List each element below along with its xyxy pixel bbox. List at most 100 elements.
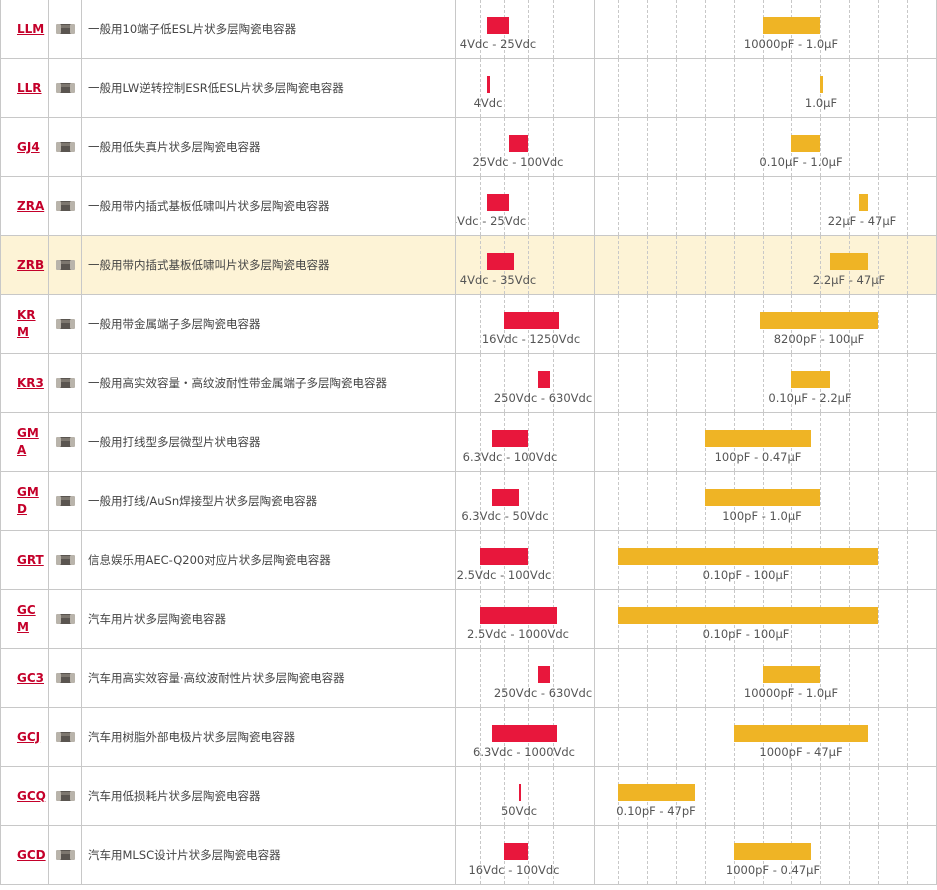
product-row-zra: ZRA 一般用带内插式基板低啸叫片状多层陶瓷电容器 4Vdc - 25Vdc 22μF… [0,177,937,236]
grid-line [553,59,554,117]
grid-line [647,826,648,884]
series-code-link[interactable]: ZRA [17,198,45,213]
grid-line [553,413,554,471]
capacitance-range-bar [820,76,823,93]
column-divider [48,295,49,353]
range-chart: 6.3Vdc - 100Vdc 100pF - 0.47μF [456,413,937,471]
grid-line [907,472,908,530]
chip-capacitor-icon[interactable] [55,847,76,861]
chip-capacitor-icon[interactable] [55,434,76,448]
chip-capacitor-icon[interactable] [55,552,76,566]
grid-line [907,708,908,766]
grid-line [618,472,619,530]
range-chart: 25Vdc - 100Vdc 0.10μF - 1.0μF [456,118,937,176]
series-code-link[interactable]: GMA [17,426,39,457]
column-divider [455,177,456,235]
capacitance-range-label: 10000pF - 1.0μF [743,37,839,51]
grid-line [907,236,908,294]
column-divider [0,118,1,176]
range-chart: 2.5Vdc - 100Vdc 0.10pF - 100μF [456,531,937,589]
chip-capacitor-icon[interactable] [55,670,76,684]
voltage-range-label: 25Vdc - 100Vdc [472,155,564,169]
grid-line [647,236,648,294]
grid-line [647,0,648,58]
column-divider [48,531,49,589]
series-code-link[interactable]: GRT [17,552,44,567]
grid-line [676,708,677,766]
series-code-link[interactable]: GCM [17,603,36,634]
group-divider [594,236,595,294]
chip-capacitor-icon[interactable] [55,80,76,94]
chip-capacitor-icon[interactable] [55,139,76,153]
chip-capacitor-icon[interactable] [55,788,76,802]
grid-line [734,118,735,176]
grid-line [791,177,792,235]
product-row-gma: GMA 一般用打线型多层微型片状电容器 6.3Vdc - 100Vdc 100pF -… [0,413,937,472]
series-code-link[interactable]: ZRB [17,257,45,272]
grid-line [553,531,554,589]
group-divider [594,0,595,58]
series-description: 一般用带内插式基板低啸叫片状多层陶瓷电容器 [88,199,330,213]
grid-line [878,413,879,471]
group-divider [594,118,595,176]
column-divider [0,59,1,117]
grid-line [528,531,529,589]
column-divider [455,295,456,353]
capacitance-range-label: 1.0μF [804,96,838,110]
series-code-link[interactable]: GJ4 [17,139,40,154]
voltage-range-label: 4Vdc [473,96,503,110]
grid-line [907,177,908,235]
column-divider [81,708,82,766]
chip-capacitor-icon[interactable] [55,198,76,212]
group-divider [594,531,595,589]
grid-line [480,472,481,530]
capacitance-range-label: 8200pF - 100μF [773,332,865,346]
chip-capacitor-icon[interactable] [55,21,76,35]
series-description: 一般用打线型多层微型片状电容器 [88,435,261,449]
grid-line [878,708,879,766]
grid-line [647,354,648,412]
grid-line [676,413,677,471]
range-chart: 6.3Vdc - 1000Vdc 1000pF - 47μF [456,708,937,766]
grid-line [763,59,764,117]
series-code-link[interactable]: GCD [17,847,46,862]
voltage-range-label: 250Vdc - 630Vdc [493,391,593,405]
grid-line [849,0,850,58]
capacitance-range-bar [763,666,820,683]
column-divider [81,177,82,235]
grid-line [820,177,821,235]
chip-capacitor-icon[interactable] [55,375,76,389]
grid-line [480,413,481,471]
chip-capacitor-icon[interactable] [55,316,76,330]
chip-capacitor-icon[interactable] [55,257,76,271]
series-code-link[interactable]: GCQ [17,788,46,803]
grid-line [849,767,850,825]
grid-line [647,649,648,707]
chip-capacitor-icon[interactable] [55,493,76,507]
range-chart: 16Vdc - 1250Vdc 8200pF - 100μF [456,295,937,353]
grid-line [734,59,735,117]
grid-line [480,118,481,176]
chip-capacitor-icon[interactable] [55,611,76,625]
capacitance-range-bar [791,371,830,388]
grid-line [849,472,850,530]
chip-capacitor-icon[interactable] [55,729,76,743]
series-code-link[interactable]: LLR [17,80,42,95]
series-code-link[interactable]: KRM [17,308,36,339]
series-code-link[interactable]: KR3 [17,375,44,390]
grid-line [528,826,529,884]
grid-line [849,649,850,707]
series-code-link[interactable]: LLM [17,21,45,36]
grid-line [734,0,735,58]
product-row-gmd: GMD 一般用打线/AuSn焊接型片状多层陶瓷电容器 6.3Vdc - 50Vdc 1… [0,472,937,531]
voltage-range-bar [480,548,528,565]
grid-line [705,295,706,353]
grid-line [907,413,908,471]
series-code-link[interactable]: GCJ [17,729,41,744]
column-divider [48,413,49,471]
product-row-llm: LLM 一般用10端子低ESL片状多层陶瓷电容器 4Vdc - 25Vdc 10000… [0,0,937,59]
series-code-link[interactable]: GMD [17,485,39,516]
capacitance-range-label: 0.10pF - 100μF [702,627,790,641]
series-code-link[interactable]: GC3 [17,670,45,685]
group-divider [594,649,595,707]
